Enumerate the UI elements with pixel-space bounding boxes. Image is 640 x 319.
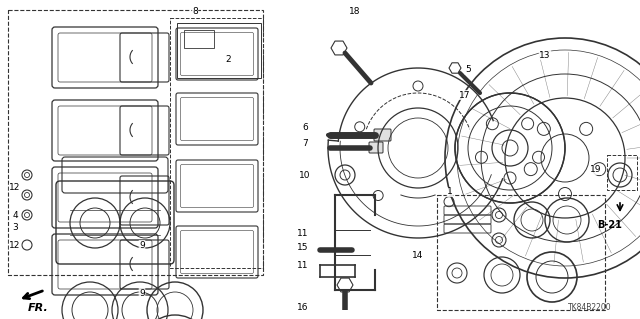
Text: 11: 11 <box>297 228 308 238</box>
Text: 4: 4 <box>12 211 18 219</box>
Text: 10: 10 <box>300 170 311 180</box>
Text: 12: 12 <box>10 241 20 249</box>
Text: 2: 2 <box>225 56 231 64</box>
Text: 19: 19 <box>590 166 602 174</box>
Text: FR.: FR. <box>28 303 49 313</box>
Text: 9: 9 <box>139 241 145 249</box>
Text: 9: 9 <box>139 288 145 298</box>
Text: 3: 3 <box>12 224 18 233</box>
Text: 14: 14 <box>412 250 424 259</box>
Bar <box>184 30 214 48</box>
Bar <box>8 10 263 275</box>
Text: 6: 6 <box>302 123 308 132</box>
Bar <box>177 23 261 78</box>
Bar <box>170 18 263 268</box>
Bar <box>437 195 605 310</box>
Text: 12: 12 <box>10 183 20 192</box>
Text: 18: 18 <box>349 8 361 17</box>
Text: 17: 17 <box>460 91 471 100</box>
Text: 7: 7 <box>302 138 308 147</box>
Text: 13: 13 <box>540 50 551 60</box>
FancyBboxPatch shape <box>369 142 383 153</box>
FancyBboxPatch shape <box>374 129 391 141</box>
Text: 1: 1 <box>447 188 453 197</box>
Text: B-21: B-21 <box>598 220 623 230</box>
Text: 8: 8 <box>192 8 198 17</box>
Text: 16: 16 <box>297 303 308 313</box>
Text: 15: 15 <box>297 243 308 253</box>
Text: 5: 5 <box>465 65 471 75</box>
Text: TK84B2200: TK84B2200 <box>568 303 612 313</box>
Text: 11: 11 <box>297 261 308 270</box>
Bar <box>607 155 637 190</box>
